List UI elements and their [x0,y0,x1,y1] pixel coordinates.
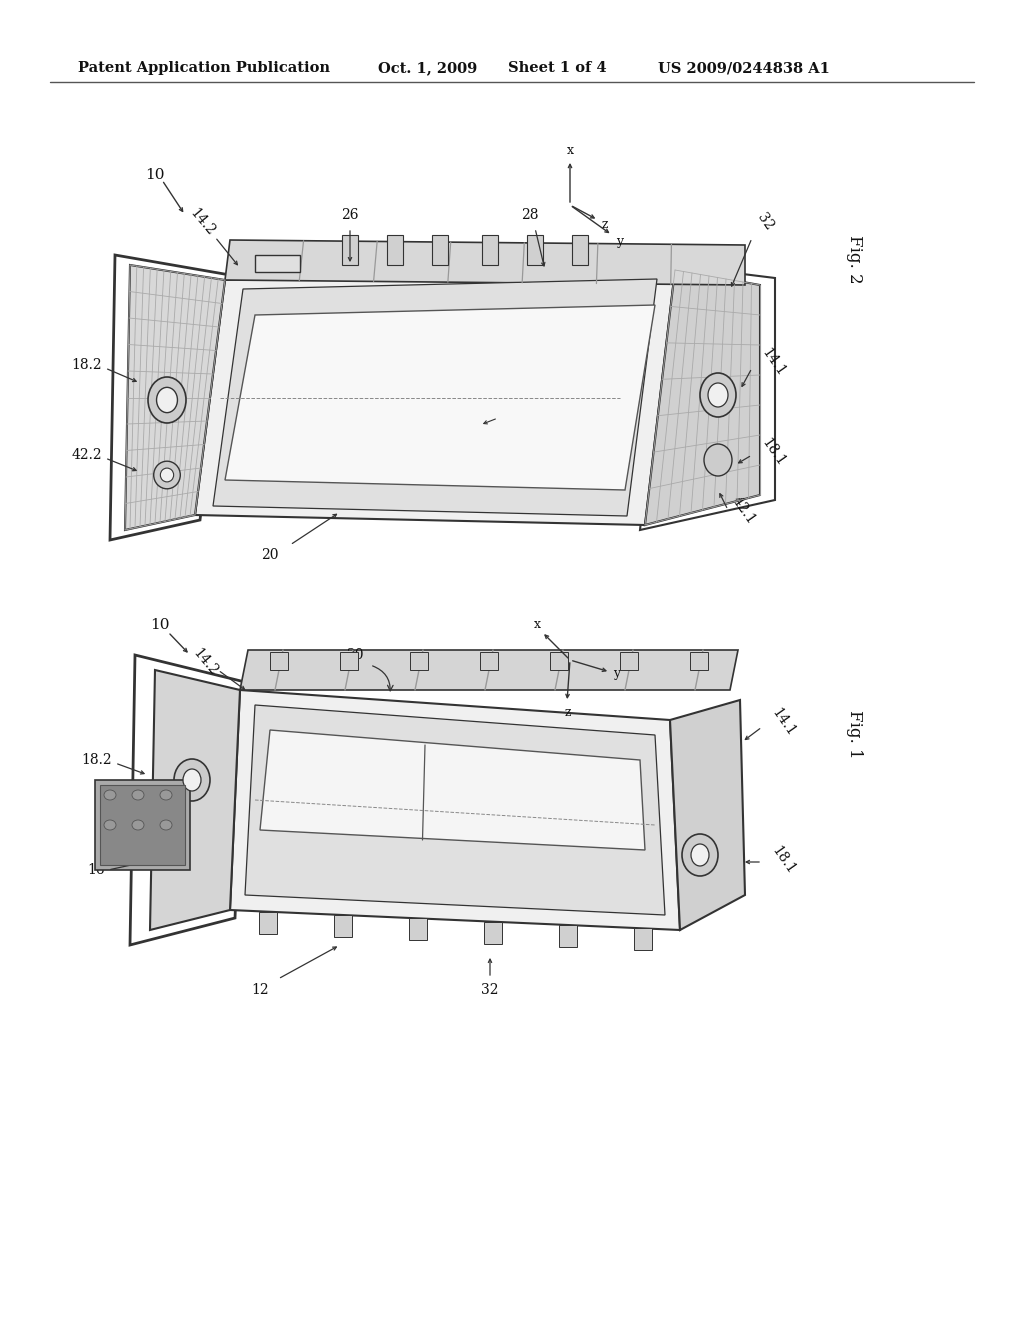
Polygon shape [634,928,651,950]
Ellipse shape [174,759,210,801]
Text: 12: 12 [251,983,269,997]
Polygon shape [225,305,655,490]
Ellipse shape [700,374,736,417]
Text: 30: 30 [502,408,519,422]
Text: Patent Application Publication: Patent Application Publication [78,61,330,75]
Ellipse shape [157,387,177,413]
Ellipse shape [104,820,116,830]
Polygon shape [432,235,449,265]
Text: 26: 26 [341,209,358,222]
Text: ▽: ▽ [329,795,346,816]
Text: 16: 16 [87,863,105,876]
Text: 10: 10 [151,618,170,632]
Text: 14.1: 14.1 [769,706,799,739]
Text: 14.2: 14.2 [189,645,220,678]
Text: y: y [616,235,624,248]
Ellipse shape [160,820,172,830]
Text: 32: 32 [481,983,499,997]
Ellipse shape [705,444,732,477]
Polygon shape [95,780,190,870]
Polygon shape [670,700,745,931]
Text: B: B [329,762,346,779]
Polygon shape [270,652,288,671]
Ellipse shape [132,820,144,830]
Text: 14.2: 14.2 [186,206,217,238]
Text: US 2009/0244838 A1: US 2009/0244838 A1 [658,61,829,75]
Ellipse shape [183,770,201,791]
Ellipse shape [682,834,718,876]
Ellipse shape [104,789,116,800]
Ellipse shape [708,383,728,407]
Polygon shape [550,652,568,671]
Polygon shape [572,235,588,265]
Polygon shape [558,925,577,946]
Text: 18.2: 18.2 [72,358,102,372]
Text: Oct. 1, 2009: Oct. 1, 2009 [378,61,477,75]
Text: 14.1: 14.1 [759,346,788,379]
Text: y: y [613,668,621,681]
Polygon shape [125,265,225,531]
Polygon shape [150,671,240,931]
Ellipse shape [691,843,709,866]
Text: x: x [566,144,573,157]
Polygon shape [342,235,358,265]
Text: 42.2: 42.2 [72,447,102,462]
Text: 20: 20 [346,648,364,663]
Text: 18.1: 18.1 [769,843,799,878]
Polygon shape [258,912,276,933]
Polygon shape [690,652,708,671]
Polygon shape [480,652,498,671]
Text: 32: 32 [755,211,776,234]
Text: -22-: -22- [367,408,393,422]
Polygon shape [620,652,638,671]
Text: 10: 10 [145,168,165,182]
Text: 42.1: 42.1 [729,494,759,527]
Polygon shape [482,235,498,265]
Text: Fig. 2: Fig. 2 [847,235,863,284]
Text: 20: 20 [261,548,279,562]
Polygon shape [410,652,428,671]
Polygon shape [260,730,645,850]
Text: z: z [602,219,608,231]
Text: Fig. 1: Fig. 1 [847,710,863,759]
Polygon shape [230,690,680,931]
Text: 18.2: 18.2 [81,752,112,767]
Text: Sheet 1 of 4: Sheet 1 of 4 [508,61,606,75]
Polygon shape [387,235,403,265]
Polygon shape [225,240,745,285]
Polygon shape [195,271,675,525]
Polygon shape [213,279,657,516]
Polygon shape [483,921,502,944]
Polygon shape [340,652,358,671]
Polygon shape [245,705,665,915]
Polygon shape [527,235,543,265]
Text: 18.1: 18.1 [759,436,788,469]
Ellipse shape [161,469,174,482]
Polygon shape [255,255,300,272]
Ellipse shape [148,378,186,422]
Polygon shape [334,915,351,937]
Polygon shape [100,785,185,865]
Polygon shape [240,649,738,690]
Polygon shape [409,919,427,940]
Text: 28: 28 [521,209,539,222]
Ellipse shape [160,789,172,800]
Text: x: x [534,619,541,631]
Text: z: z [565,705,571,718]
Polygon shape [645,271,760,525]
Ellipse shape [154,461,180,488]
Ellipse shape [132,789,144,800]
